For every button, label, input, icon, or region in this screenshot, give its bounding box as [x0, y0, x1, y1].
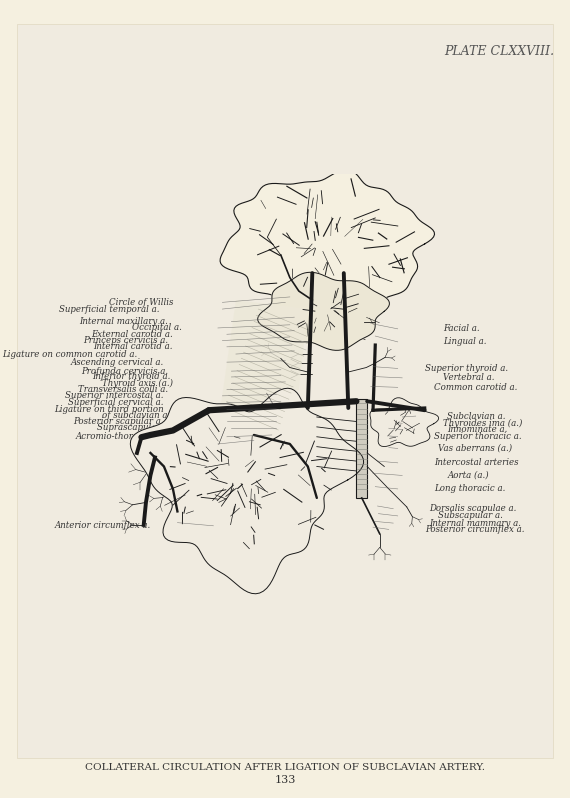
Text: 133: 133: [274, 776, 296, 785]
Text: Thyroid axis (a.): Thyroid axis (a.): [102, 379, 173, 388]
Text: Anterior circumflex a.: Anterior circumflex a.: [54, 521, 150, 531]
Text: Superficial temporal a.: Superficial temporal a.: [59, 305, 160, 314]
Text: of subclavian a.: of subclavian a.: [103, 411, 170, 420]
Text: PLATE CLXXVIII.: PLATE CLXXVIII.: [445, 45, 555, 58]
Text: Common carotid a.: Common carotid a.: [434, 383, 517, 392]
Text: Superior thyroid a.: Superior thyroid a.: [425, 364, 508, 373]
Polygon shape: [370, 397, 439, 447]
Polygon shape: [131, 389, 364, 594]
Text: Ligature on third portion: Ligature on third portion: [54, 405, 164, 414]
Text: Internal mammary a.: Internal mammary a.: [429, 519, 521, 527]
Text: Internal carotid a.: Internal carotid a.: [93, 342, 173, 351]
Text: Circle of Willis: Circle of Willis: [108, 298, 173, 306]
Text: Aorta (a.): Aorta (a.): [447, 471, 489, 480]
Text: Subclavian a.: Subclavian a.: [447, 413, 506, 421]
Polygon shape: [220, 170, 434, 316]
Text: Intercostal arteries: Intercostal arteries: [434, 458, 518, 468]
Text: Long thoracic a.: Long thoracic a.: [434, 484, 505, 493]
Text: Ascending cervical a.: Ascending cervical a.: [71, 358, 164, 366]
Text: Axillary a.: Axillary a.: [138, 440, 182, 448]
Polygon shape: [258, 272, 389, 350]
Text: Vertebral a.: Vertebral a.: [443, 373, 494, 382]
Text: Suprascapular a.: Suprascapular a.: [96, 423, 170, 433]
Polygon shape: [218, 300, 308, 426]
Text: Innominate a.: Innominate a.: [447, 425, 507, 434]
Text: Internal maxillary a.: Internal maxillary a.: [80, 317, 168, 326]
Text: Lingual a.: Lingual a.: [443, 338, 486, 346]
Text: Superior intercostal a.: Superior intercostal a.: [66, 391, 164, 401]
Text: Transversalis colli a.: Transversalis colli a.: [78, 385, 168, 394]
Text: Inferior thyroid a.: Inferior thyroid a.: [92, 373, 170, 381]
Text: Facial a.: Facial a.: [443, 324, 479, 334]
Text: Occipital a.: Occipital a.: [132, 323, 182, 333]
Text: Vas aberrans (a.): Vas aberrans (a.): [438, 444, 512, 453]
Text: Ligature on common carotid a.: Ligature on common carotid a.: [2, 350, 137, 358]
Text: Posterior scapular a.: Posterior scapular a.: [74, 417, 164, 426]
Text: Dorsalis scapulae a.: Dorsalis scapulae a.: [429, 504, 516, 513]
Text: External carotid a.: External carotid a.: [91, 330, 173, 339]
Polygon shape: [356, 399, 367, 498]
Text: Superior thoracic a.: Superior thoracic a.: [434, 433, 522, 441]
Text: Princeps cervicis a.: Princeps cervicis a.: [83, 336, 168, 345]
Text: Superficial cervical a.: Superficial cervical a.: [68, 398, 164, 407]
Text: Subscapular a.: Subscapular a.: [438, 512, 503, 520]
Text: Thyroides ima (a.): Thyroides ima (a.): [443, 419, 522, 428]
Text: Acromio-thoracic a.: Acromio-thoracic a.: [76, 433, 162, 441]
Text: Posterior circumflex a.: Posterior circumflex a.: [425, 525, 524, 534]
Text: COLLATERAL CIRCULATION AFTER LIGATION OF SUBCLAVIAN ARTERY.: COLLATERAL CIRCULATION AFTER LIGATION OF…: [85, 763, 485, 772]
Text: Profunda cervicis a.: Profunda cervicis a.: [82, 366, 168, 376]
